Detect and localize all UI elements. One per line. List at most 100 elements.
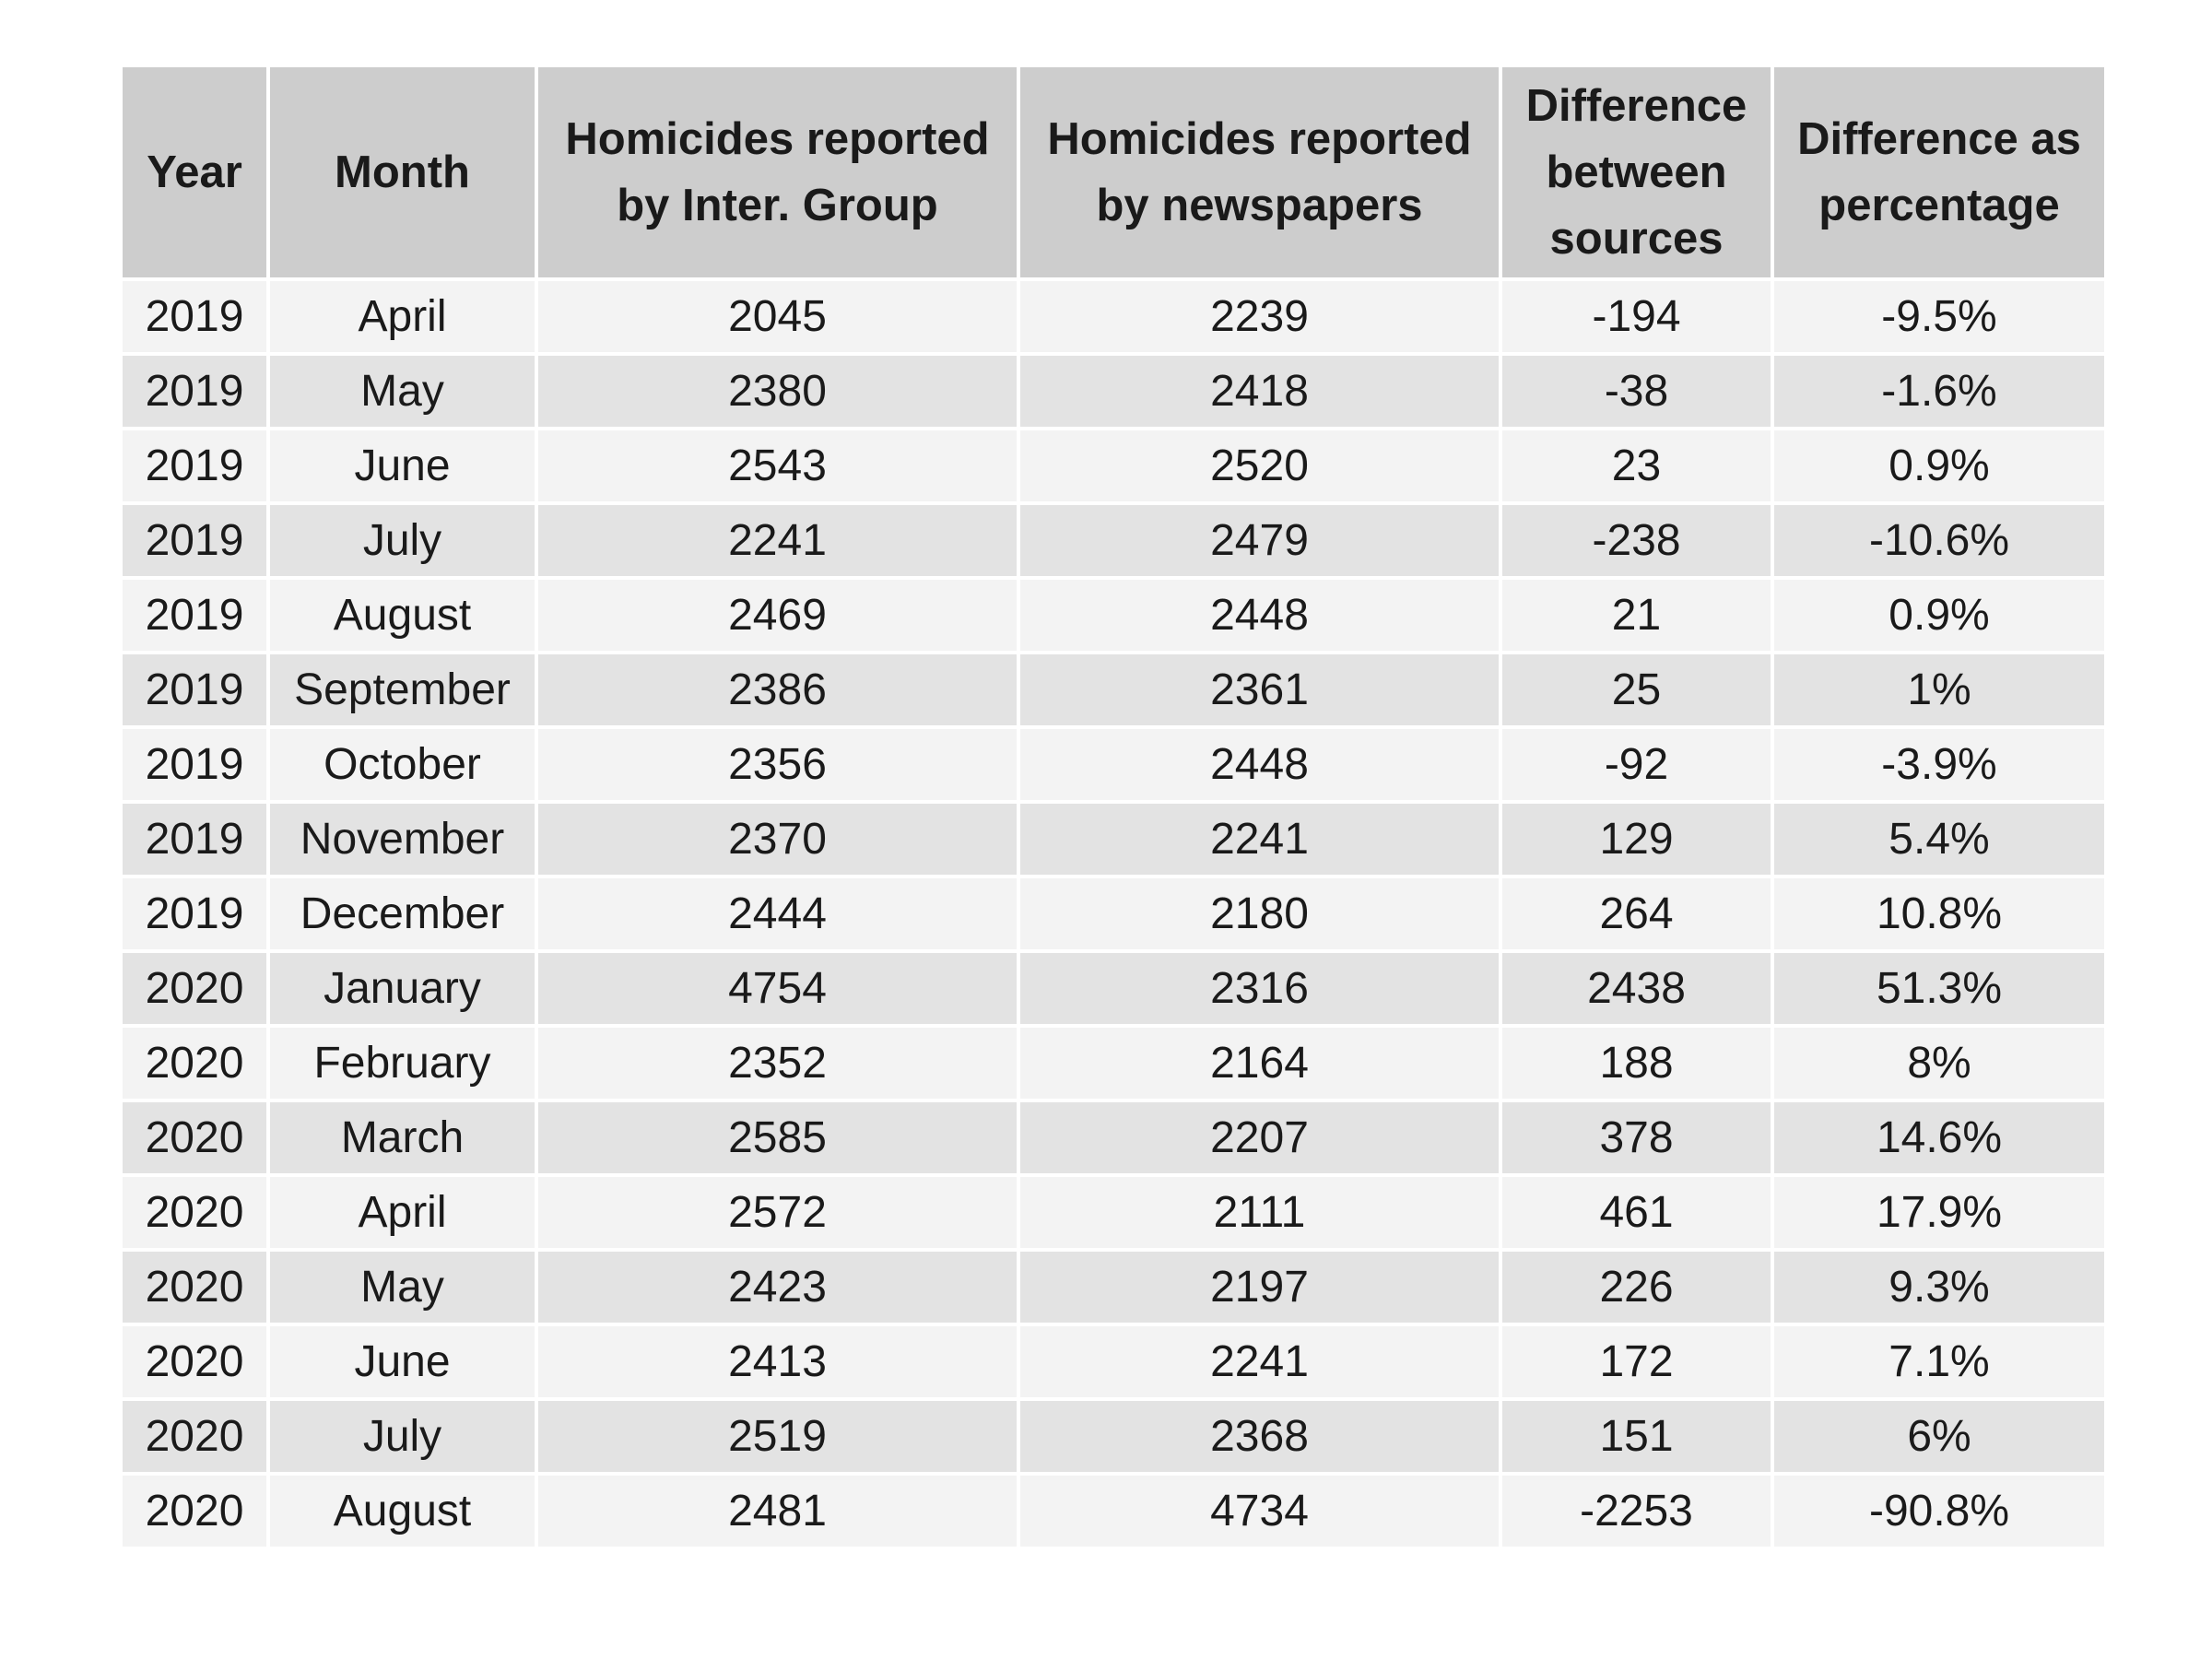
percentage-cell: 7.1% bbox=[1771, 1323, 2108, 1401]
month-cell: February bbox=[266, 1024, 538, 1102]
table-row: 2020 February 2352 2164 188 8% bbox=[119, 1024, 2108, 1102]
table-row: 2019 May 2380 2418 -38 -1.6% bbox=[119, 352, 2108, 430]
inter-group-cell: 2444 bbox=[535, 875, 1020, 953]
table-row: 2019 October 2356 2448 -92 -3.9% bbox=[119, 725, 2108, 804]
inter-group-cell: 2519 bbox=[535, 1397, 1020, 1476]
newspapers-cell: 2241 bbox=[1017, 800, 1502, 878]
column-header-difference: Difference between sources bbox=[1499, 64, 1774, 281]
table-row: 2019 November 2370 2241 129 5.4% bbox=[119, 800, 2108, 878]
table-row: 2019 June 2543 2520 23 0.9% bbox=[119, 427, 2108, 505]
header-row: Year Month Homicides reported by Inter. … bbox=[119, 64, 2108, 281]
difference-cell: 172 bbox=[1499, 1323, 1774, 1401]
year-cell: 2019 bbox=[119, 651, 270, 729]
year-cell: 2019 bbox=[119, 352, 270, 430]
column-header-year: Year bbox=[119, 64, 270, 281]
year-cell: 2020 bbox=[119, 1173, 270, 1252]
table-row: 2020 January 4754 2316 2438 51.3% bbox=[119, 949, 2108, 1028]
newspapers-cell: 2180 bbox=[1017, 875, 1502, 953]
year-cell: 2020 bbox=[119, 1024, 270, 1102]
newspapers-cell: 2418 bbox=[1017, 352, 1502, 430]
table-row: 2019 December 2444 2180 264 10.8% bbox=[119, 875, 2108, 953]
year-cell: 2019 bbox=[119, 501, 270, 580]
difference-cell: 21 bbox=[1499, 576, 1774, 654]
inter-group-cell: 2572 bbox=[535, 1173, 1020, 1252]
month-cell: June bbox=[266, 1323, 538, 1401]
year-cell: 2020 bbox=[119, 949, 270, 1028]
percentage-cell: 9.3% bbox=[1771, 1248, 2108, 1326]
difference-cell: 151 bbox=[1499, 1397, 1774, 1476]
inter-group-cell: 2380 bbox=[535, 352, 1020, 430]
table-row: 2020 May 2423 2197 226 9.3% bbox=[119, 1248, 2108, 1326]
column-header-inter-group: Homicides reported by Inter. Group bbox=[535, 64, 1020, 281]
month-cell: December bbox=[266, 875, 538, 953]
year-cell: 2020 bbox=[119, 1099, 270, 1177]
percentage-cell: -10.6% bbox=[1771, 501, 2108, 580]
month-cell: August bbox=[266, 1472, 538, 1550]
percentage-cell: 14.6% bbox=[1771, 1099, 2108, 1177]
difference-cell: 2438 bbox=[1499, 949, 1774, 1028]
month-cell: May bbox=[266, 352, 538, 430]
difference-cell: -238 bbox=[1499, 501, 1774, 580]
difference-cell: 23 bbox=[1499, 427, 1774, 505]
newspapers-cell: 2448 bbox=[1017, 576, 1502, 654]
percentage-cell: 17.9% bbox=[1771, 1173, 2108, 1252]
month-cell: August bbox=[266, 576, 538, 654]
newspapers-cell: 2368 bbox=[1017, 1397, 1502, 1476]
table-row: 2020 July 2519 2368 151 6% bbox=[119, 1397, 2108, 1476]
table-header: Year Month Homicides reported by Inter. … bbox=[119, 64, 2108, 281]
table-row: 2019 April 2045 2239 -194 -9.5% bbox=[119, 277, 2108, 356]
year-cell: 2019 bbox=[119, 725, 270, 804]
newspapers-cell: 2207 bbox=[1017, 1099, 1502, 1177]
year-cell: 2020 bbox=[119, 1397, 270, 1476]
inter-group-cell: 2241 bbox=[535, 501, 1020, 580]
newspapers-cell: 2164 bbox=[1017, 1024, 1502, 1102]
inter-group-cell: 2543 bbox=[535, 427, 1020, 505]
table-row: 2020 June 2413 2241 172 7.1% bbox=[119, 1323, 2108, 1401]
difference-cell: -38 bbox=[1499, 352, 1774, 430]
inter-group-cell: 2386 bbox=[535, 651, 1020, 729]
percentage-cell: 6% bbox=[1771, 1397, 2108, 1476]
month-cell: March bbox=[266, 1099, 538, 1177]
column-header-month: Month bbox=[266, 64, 538, 281]
difference-cell: -92 bbox=[1499, 725, 1774, 804]
year-cell: 2020 bbox=[119, 1472, 270, 1550]
difference-cell: 188 bbox=[1499, 1024, 1774, 1102]
year-cell: 2020 bbox=[119, 1323, 270, 1401]
newspapers-cell: 2520 bbox=[1017, 427, 1502, 505]
year-cell: 2019 bbox=[119, 277, 270, 356]
year-cell: 2019 bbox=[119, 576, 270, 654]
percentage-cell: -3.9% bbox=[1771, 725, 2108, 804]
year-cell: 2020 bbox=[119, 1248, 270, 1326]
month-cell: April bbox=[266, 1173, 538, 1252]
month-cell: May bbox=[266, 1248, 538, 1326]
difference-cell: 378 bbox=[1499, 1099, 1774, 1177]
month-cell: January bbox=[266, 949, 538, 1028]
month-cell: April bbox=[266, 277, 538, 356]
homicides-table: Year Month Homicides reported by Inter. … bbox=[119, 64, 2108, 1550]
newspapers-cell: 2239 bbox=[1017, 277, 1502, 356]
inter-group-cell: 4754 bbox=[535, 949, 1020, 1028]
table-row: 2019 September 2386 2361 25 1% bbox=[119, 651, 2108, 729]
column-header-percentage: Difference as percentage bbox=[1771, 64, 2108, 281]
difference-cell: 25 bbox=[1499, 651, 1774, 729]
inter-group-cell: 2423 bbox=[535, 1248, 1020, 1326]
newspapers-cell: 2241 bbox=[1017, 1323, 1502, 1401]
month-cell: July bbox=[266, 501, 538, 580]
percentage-cell: -1.6% bbox=[1771, 352, 2108, 430]
year-cell: 2019 bbox=[119, 800, 270, 878]
table-row: 2020 April 2572 2111 461 17.9% bbox=[119, 1173, 2108, 1252]
table-row: 2020 March 2585 2207 378 14.6% bbox=[119, 1099, 2108, 1177]
inter-group-cell: 2585 bbox=[535, 1099, 1020, 1177]
newspapers-cell: 2197 bbox=[1017, 1248, 1502, 1326]
percentage-cell: 0.9% bbox=[1771, 427, 2108, 505]
month-cell: July bbox=[266, 1397, 538, 1476]
table-row: 2020 August 2481 4734 -2253 -90.8% bbox=[119, 1472, 2108, 1550]
month-cell: November bbox=[266, 800, 538, 878]
difference-cell: -2253 bbox=[1499, 1472, 1774, 1550]
percentage-cell: -9.5% bbox=[1771, 277, 2108, 356]
table-row: 2019 August 2469 2448 21 0.9% bbox=[119, 576, 2108, 654]
table-row: 2019 July 2241 2479 -238 -10.6% bbox=[119, 501, 2108, 580]
inter-group-cell: 2370 bbox=[535, 800, 1020, 878]
inter-group-cell: 2481 bbox=[535, 1472, 1020, 1550]
difference-cell: 461 bbox=[1499, 1173, 1774, 1252]
